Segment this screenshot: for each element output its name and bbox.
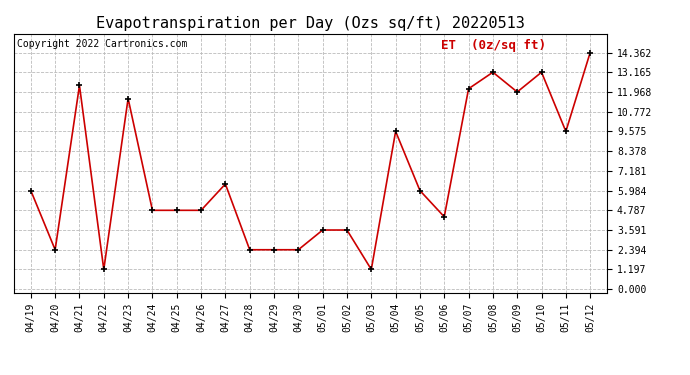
Text: Copyright 2022 Cartronics.com: Copyright 2022 Cartronics.com <box>17 39 187 49</box>
Text: ET  (0z/sq ft): ET (0z/sq ft) <box>441 39 546 52</box>
Title: Evapotranspiration per Day (Ozs sq/ft) 20220513: Evapotranspiration per Day (Ozs sq/ft) 2… <box>96 16 525 31</box>
